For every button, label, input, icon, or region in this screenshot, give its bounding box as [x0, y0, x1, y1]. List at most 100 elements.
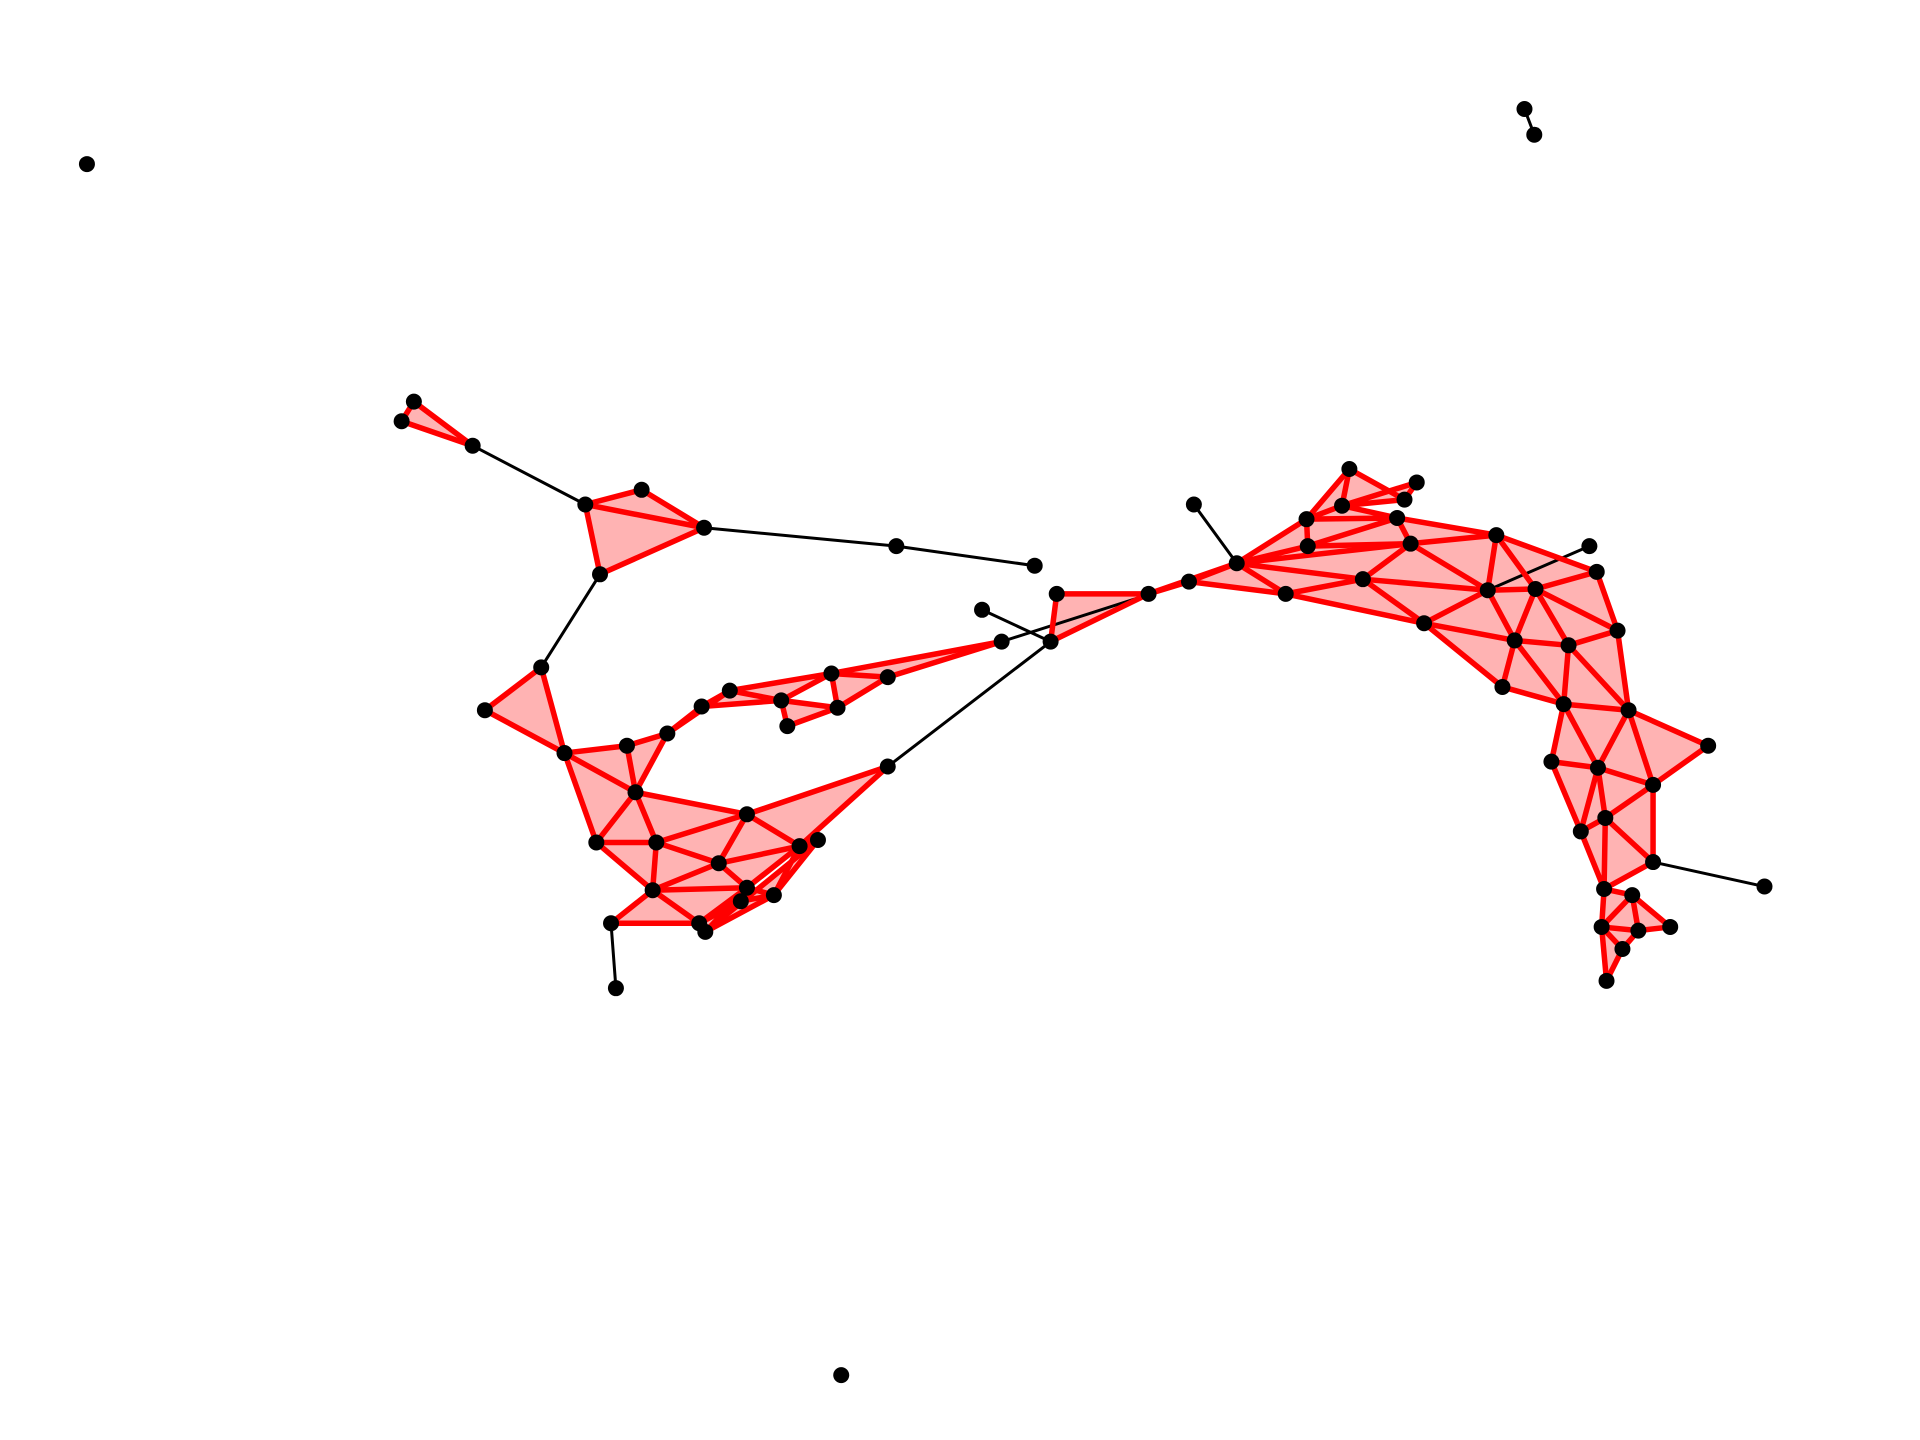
simplex-edge: [744, 763, 891, 818]
simplex-edge: [771, 843, 803, 898]
simplex-triangle: [1535, 588, 1618, 646]
plain-edge: [471, 444, 587, 506]
simplex-triangle: [1535, 571, 1618, 631]
simplex-triangle: [1551, 761, 1598, 832]
vertex-node: [1624, 887, 1641, 904]
vertex-node: [78, 156, 95, 173]
plain-edge: [894, 544, 1037, 568]
vertex-node: [738, 879, 755, 896]
vertex-node: [993, 633, 1010, 650]
simplex-edge: [608, 887, 656, 927]
vertex-node: [1416, 615, 1433, 632]
vertex-node: [1645, 776, 1662, 793]
simplex-edge: [834, 674, 891, 711]
simplex-edge: [1282, 576, 1366, 597]
simplex-edge: [649, 885, 750, 893]
simplex-edge: [1493, 532, 1539, 592]
simplex-triangle: [635, 792, 747, 843]
simplex-edge: [653, 811, 750, 846]
simplex-edge: [1548, 758, 1584, 835]
simplex-edge: [885, 638, 1005, 680]
simplex-edge: [632, 730, 671, 795]
vertex-node: [833, 1367, 850, 1384]
simplex-edge: [1186, 578, 1289, 597]
vertex-node: [1700, 737, 1717, 754]
vertex-node: [710, 855, 727, 872]
simplex-edge: [632, 789, 750, 818]
simplex-edge: [1511, 586, 1539, 644]
simplex-edge: [649, 887, 702, 927]
vertex-node: [1408, 474, 1425, 491]
simplex-edge: [1305, 515, 1400, 549]
simplex-edge: [1421, 587, 1491, 627]
simplex-edge: [1595, 765, 1609, 821]
simplex-edge: [1578, 765, 1601, 835]
simplex-edge: [1493, 532, 1600, 575]
vertex-node: [721, 682, 738, 699]
simplex-edge: [582, 487, 645, 508]
simplex-edge: [411, 398, 476, 449]
plain-edge: [886, 640, 1053, 769]
simplex-edge: [653, 839, 722, 867]
vertex-node: [879, 669, 896, 686]
simplex-edge: [398, 418, 476, 449]
vertex-node: [1185, 496, 1202, 513]
vertex-node: [1543, 753, 1560, 770]
simplex-edge: [1282, 591, 1427, 627]
vertex-node: [1596, 880, 1613, 897]
simplex-edge: [1593, 569, 1621, 634]
simplex-triangle: [746, 766, 888, 847]
vertex-node: [829, 699, 846, 716]
simplex-triangle: [652, 887, 747, 924]
simplex-edge: [1407, 540, 1491, 593]
simplex-edge: [1233, 543, 1311, 567]
vertex-node: [1593, 918, 1610, 935]
simplex-triangle: [1236, 543, 1411, 580]
simplex-edge: [1421, 620, 1518, 644]
simplex-edge: [1532, 586, 1572, 649]
vertex-node: [533, 659, 550, 676]
simplex-triangle: [596, 792, 657, 843]
vertex-node: [1609, 622, 1626, 639]
vertex-node: [1589, 759, 1606, 776]
vertex-node: [823, 665, 840, 682]
vertex-node: [1396, 491, 1413, 508]
simplex-edge: [632, 789, 660, 846]
vertex-node: [464, 437, 481, 454]
vertex-node: [627, 784, 644, 801]
simplex-triangle: [1410, 535, 1497, 591]
simplex-triangle: [1604, 817, 1654, 889]
vertex-node: [1527, 580, 1544, 597]
vertex-node: [1354, 571, 1371, 588]
simplex-edge: [828, 638, 1005, 677]
simplex-edge: [744, 811, 803, 849]
simplex-triangle: [1496, 535, 1597, 589]
vertex-node: [1048, 585, 1065, 602]
vertex-node: [697, 923, 714, 940]
vertex-node: [1180, 573, 1197, 590]
vertex-node: [693, 698, 710, 715]
simplex-edge: [582, 501, 707, 531]
simplex-edge: [1394, 515, 1500, 538]
vertex-node: [879, 758, 896, 775]
simplex-edge: [561, 750, 600, 846]
plain-edge: [609, 921, 618, 990]
vertex-node: [476, 702, 493, 719]
vertex-node: [1560, 637, 1577, 654]
vertex-node: [603, 915, 620, 932]
vertex-node: [1299, 538, 1316, 555]
simplex-edge: [1598, 924, 1610, 984]
simplex-edge: [1532, 569, 1600, 592]
simplex-edge: [1548, 701, 1567, 765]
simplex-triangle: [1514, 588, 1569, 646]
vertex-node: [1598, 972, 1615, 989]
simplex-edge: [1499, 637, 1518, 690]
simplex-edge: [1532, 586, 1621, 634]
vertex-node: [1588, 563, 1605, 580]
vertex-node: [1620, 702, 1637, 719]
vertex-node: [618, 737, 635, 754]
simplex-triangle: [1601, 895, 1639, 931]
vertex-node: [1662, 918, 1679, 935]
simplex-edge: [716, 843, 803, 867]
